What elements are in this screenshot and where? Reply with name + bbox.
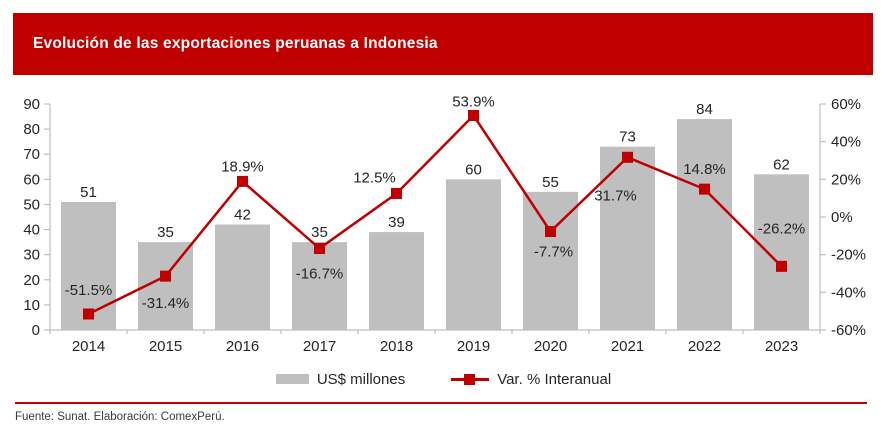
red-divider-line — [15, 402, 867, 404]
line-value-label: -31.4% — [142, 295, 190, 312]
line-value-label: 12.5% — [353, 169, 396, 186]
line-value-label: -7.7% — [534, 244, 573, 261]
legend-label-bars: US$ millones — [316, 370, 406, 388]
page-title: Evolución de las exportaciones peruanas … — [33, 35, 438, 52]
x-axis-category-label: 2016 — [226, 338, 259, 355]
legend-item-bars: US$ millones — [275, 370, 406, 388]
bar-series-swatch-icon — [275, 374, 309, 384]
line-marker-2016 — [237, 175, 248, 187]
chart-legend: US$ millones Var. % Interanual — [0, 367, 887, 391]
line-marker-2018 — [391, 187, 402, 199]
bar-value-label: 84 — [696, 101, 713, 118]
line-value-label: 31.7% — [594, 187, 637, 204]
x-axis-category-label: 2021 — [611, 338, 644, 355]
left-axis-tick-label: 30 — [23, 247, 40, 264]
variation-line — [87, 113, 783, 316]
x-axis-category-label: 2018 — [380, 338, 413, 355]
bar-value-label: 51 — [80, 184, 97, 201]
left-axis-tick-label: 40 — [23, 222, 40, 239]
bar-value-label: 42 — [234, 207, 251, 224]
line-marker-2015 — [160, 270, 171, 282]
bar-2021 — [600, 146, 655, 330]
bar-2022 — [677, 119, 732, 330]
right-axis-tick-label: 0% — [831, 209, 853, 226]
bar-value-label: 60 — [465, 161, 482, 178]
left-axis-tick-label: 0 — [32, 322, 40, 339]
right-axis-tick-label: -40% — [831, 284, 866, 301]
right-axis-tick-label: 40% — [831, 134, 861, 151]
legend-item-line: Var. % Interanual — [451, 371, 611, 388]
right-axis-tick-label: 60% — [831, 96, 861, 113]
line-value-label: -26.2% — [758, 220, 806, 237]
line-marker-2023 — [776, 260, 787, 272]
line-value-label: 18.9% — [221, 158, 264, 175]
x-axis-category-label: 2014 — [72, 338, 105, 355]
bar-2019 — [446, 179, 501, 330]
left-axis-tick-label: 50 — [23, 196, 40, 213]
left-axis-tick-label: 10 — [23, 297, 40, 314]
line-value-label: -51.5% — [65, 282, 113, 299]
left-axis-tick-label: 20 — [23, 272, 40, 289]
left-axis-tick-label: 60 — [23, 171, 40, 188]
bar-value-label: 39 — [388, 214, 405, 231]
chart-title-banner: Evolución de las exportaciones peruanas … — [13, 13, 873, 75]
line-value-label: 14.8% — [683, 161, 726, 178]
bar-2018 — [369, 232, 424, 330]
line-marker-2019 — [468, 109, 479, 121]
bar-2016 — [215, 224, 270, 330]
line-marker-2020 — [545, 226, 556, 238]
chart-area: 0 10 20 30 40 50 60 70 80 90 -60% -40% -20% 0% 20% 40% 6… — [23, 93, 866, 355]
right-axis-tick-label: -20% — [831, 247, 866, 264]
right-axis-tick-label: -60% — [831, 322, 866, 339]
x-axis-category-label: 2022 — [688, 338, 721, 355]
left-axis-tick-label: 70 — [23, 146, 40, 163]
x-axis-category-label: 2019 — [457, 338, 490, 355]
bar-value-label: 35 — [311, 224, 328, 241]
x-axis-category-label: 2015 — [149, 338, 182, 355]
x-axis-category-label: 2023 — [765, 338, 798, 355]
bar-2017 — [292, 242, 347, 330]
line-marker-2021 — [622, 151, 633, 163]
right-axis-tick-label: 20% — [831, 171, 861, 188]
line-series-swatch-icon — [451, 373, 490, 385]
line-marker-2014 — [83, 308, 94, 320]
line-marker-2022 — [699, 183, 710, 195]
bar-value-label: 73 — [619, 129, 636, 146]
source-note: Fuente: Sunat. Elaboración: ComexPerú. — [15, 411, 225, 423]
bar-2023 — [754, 174, 809, 330]
bar-value-label: 55 — [542, 174, 559, 191]
line-value-label: -16.7% — [296, 265, 344, 282]
left-axis-tick-label: 80 — [23, 121, 40, 138]
x-axis-category-label: 2020 — [534, 338, 567, 355]
bar-value-label: 35 — [157, 224, 174, 241]
left-axis-tick-label: 90 — [23, 96, 40, 113]
x-axis-category-label: 2017 — [303, 338, 336, 355]
line-marker-2017 — [314, 242, 325, 254]
line-value-label: 53.9% — [452, 93, 495, 110]
legend-label-line: Var. % Interanual — [497, 370, 612, 388]
bar-value-label: 62 — [773, 156, 790, 173]
